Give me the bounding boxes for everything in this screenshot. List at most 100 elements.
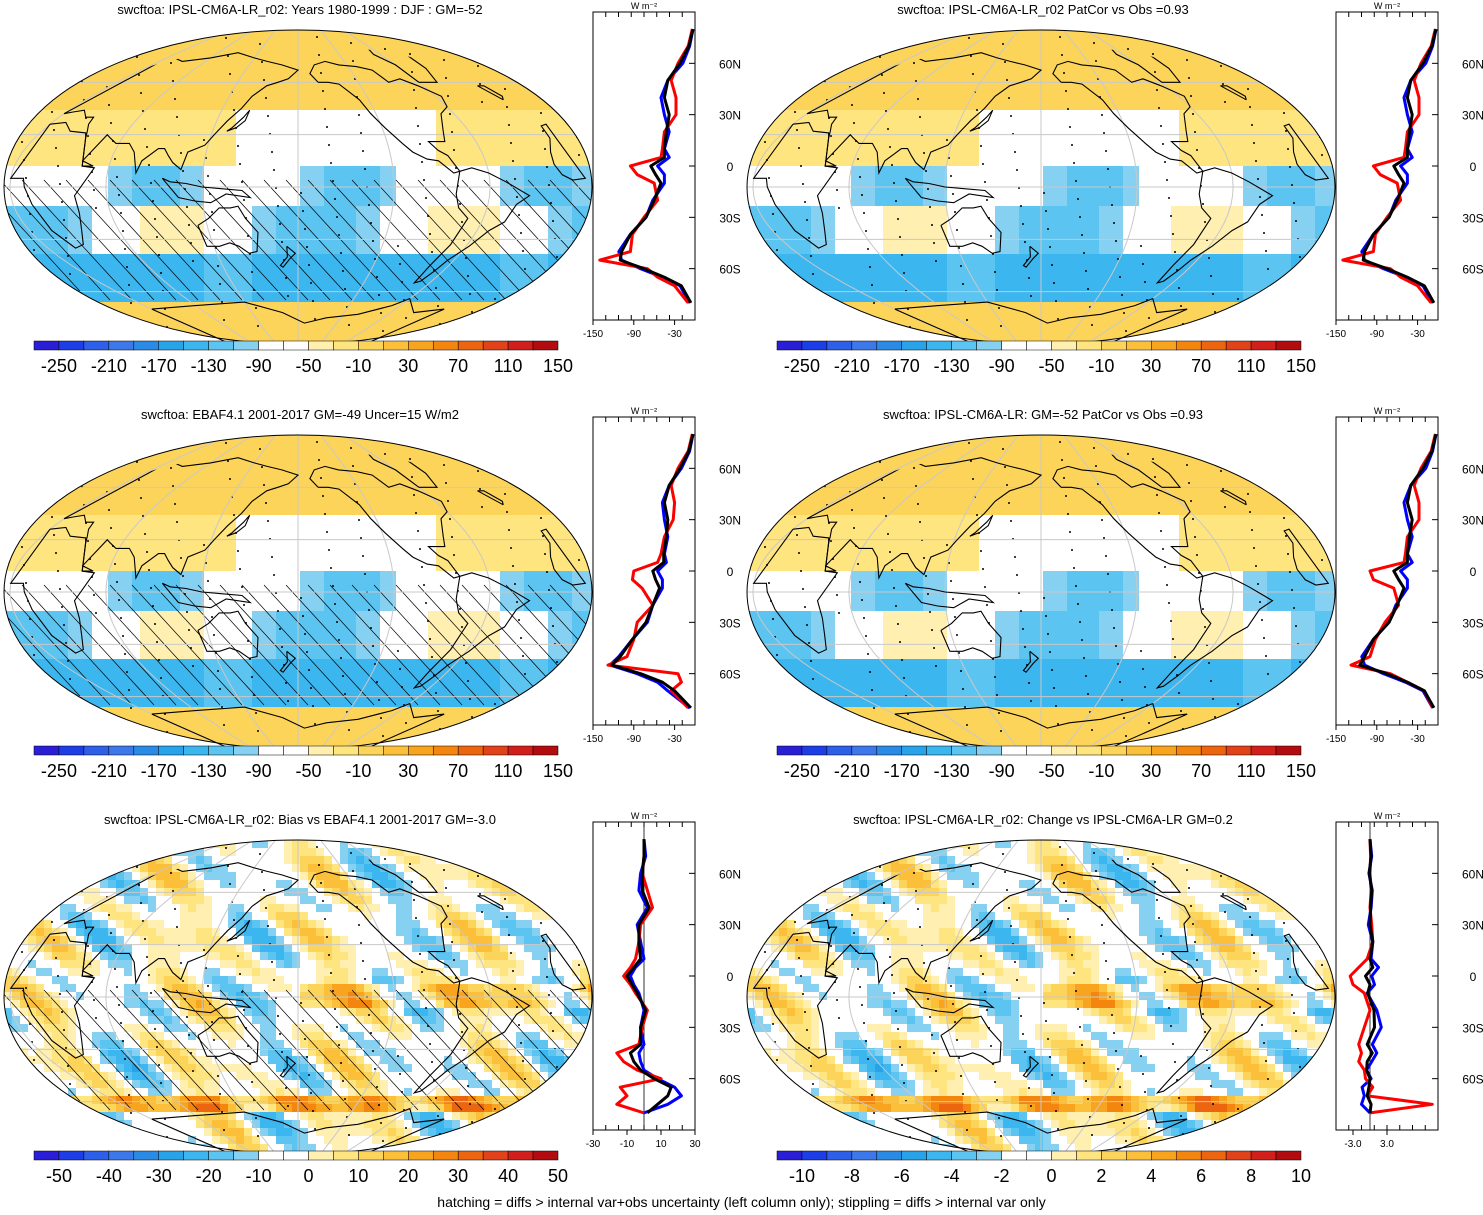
coastline [540, 933, 587, 991]
colorbar-label: -170 [141, 761, 177, 781]
colorbar-swatch [1101, 340, 1127, 351]
graticule [4, 30, 592, 344]
colorbar-label: -10 [1088, 356, 1114, 376]
colorbar-swatch [358, 1150, 384, 1161]
profile-lat-label: 60N [1462, 57, 1483, 71]
colorbar-label: -250 [41, 356, 77, 376]
colorbar-swatch [333, 1150, 359, 1161]
colorbar-label: -90 [246, 761, 272, 781]
colorbar-swatch [926, 340, 952, 351]
profile-x-tick-label: -30 [586, 1139, 601, 1150]
profile-lat-label: 60N [719, 57, 741, 71]
colorbar-swatch [801, 340, 828, 351]
colorbar: -250 -210 -170 -130 -90 -50 -10 30 70 110 150 [776, 745, 1316, 781]
profile-lat-label: 30S [719, 211, 740, 225]
profile-x-tick-label: -90 [1370, 329, 1385, 340]
colorbar-swatch [432, 1150, 459, 1161]
colorbar-label: 30 [448, 1166, 468, 1186]
colorbar-swatch [1250, 1150, 1277, 1161]
colorbar-swatch [457, 340, 484, 351]
panel-title: swcftoa: IPSL-CM6A-LR_r02: Bias vs EBAF4… [0, 812, 600, 827]
profile-x-tick-label: -30 [1410, 734, 1425, 745]
coastline [309, 870, 461, 984]
colorbar-swatch [33, 1150, 60, 1161]
colorbar-swatch [383, 745, 409, 756]
coastline [1109, 450, 1182, 488]
profile-lat-label: 60N [719, 462, 741, 476]
colorbar-swatch [108, 340, 135, 351]
figure-svg: -250 -210 -170 -130 -90 -50 -10 30 70 110 150 W m⁻²… [746, 406, 1483, 781]
colorbar-swatch [951, 1150, 977, 1161]
colorbar-swatch [1126, 1150, 1152, 1161]
colorbar-label: -130 [191, 761, 227, 781]
colorbar-swatch [408, 340, 434, 351]
colorbar-swatch [383, 1150, 409, 1161]
map-group [746, 29, 1336, 345]
colorbar-swatch [408, 1150, 434, 1161]
colorbar-swatch [258, 340, 284, 351]
coastline [540, 123, 587, 181]
colorbar-swatch [826, 1150, 853, 1161]
colorbar-swatch [507, 1150, 534, 1161]
profile-line-obs [598, 28, 694, 304]
coastline [1155, 167, 1274, 284]
colorbar-swatch [1175, 745, 1202, 756]
panel-title: swcftoa: IPSL-CM6A-LR: GM=-52 PatCor vs … [743, 407, 1343, 422]
coastline [477, 85, 504, 101]
colorbar-swatch [358, 340, 384, 351]
panel-bias: swcftoa: IPSL-CM6A-LR_r02: Bias vs EBAF4… [0, 810, 741, 1215]
coastline [806, 52, 1043, 176]
coastline [1022, 245, 1040, 268]
colorbar-swatch [258, 1150, 284, 1161]
colorbar-swatch [532, 1150, 559, 1161]
profile-x-tick-label: -90 [627, 329, 642, 340]
continent-outlines [9, 45, 587, 345]
colorbar-swatch [283, 340, 309, 351]
continent-outlines [752, 45, 1330, 345]
profile-x-tick-label: 10 [655, 1139, 667, 1150]
zonal-profile: W m⁻² -150 -90 -30 60N 30N 0 30S 60S [583, 406, 741, 745]
colorbar-swatch [1275, 340, 1302, 351]
colorbar-label: -6 [894, 1166, 910, 1186]
colorbar-label: 6 [1196, 1166, 1206, 1186]
coastline [969, 514, 994, 537]
colorbar-label: -130 [191, 356, 227, 376]
colorbar-swatch [158, 745, 184, 756]
coastline [279, 650, 297, 673]
colorbar-swatch [233, 340, 259, 351]
graticule [4, 840, 592, 1154]
colorbar-swatch [1001, 340, 1027, 351]
profile-lat-label: 0 [1470, 565, 1477, 579]
continent-outlines [752, 855, 1330, 1155]
colorbar-label: 150 [543, 761, 573, 781]
colorbar-swatch [158, 1150, 184, 1161]
colorbar-swatch [1051, 340, 1077, 351]
graticule [747, 840, 1335, 1154]
colorbar-label: 150 [1286, 356, 1316, 376]
colorbar-label: 110 [494, 356, 523, 376]
coastline [1109, 855, 1182, 893]
colorbar-swatch [532, 745, 559, 756]
colorbar-label: 0 [303, 1166, 313, 1186]
panel-model-djf: swcftoa: IPSL-CM6A-LR_r02: Years 1980-19… [0, 0, 741, 405]
profile-x-tick-label: -90 [627, 734, 642, 745]
profile-lat-label: 30S [1462, 616, 1483, 630]
colorbar-swatch [1250, 745, 1277, 756]
colorbar-swatch [976, 1150, 1002, 1161]
colorbar-swatch [532, 340, 559, 351]
colorbar-label: 70 [448, 356, 468, 376]
colorbar-label: -50 [1038, 356, 1064, 376]
colorbar-swatch [1026, 745, 1052, 756]
colorbar-label: -250 [784, 761, 820, 781]
colorbar-label: -40 [96, 1166, 122, 1186]
profile-x-tick-label: -3.0 [1344, 1139, 1362, 1150]
profile-lat-label: 30N [719, 109, 741, 123]
colorbar-swatch [83, 340, 110, 351]
colorbar-swatch [457, 745, 484, 756]
profile-units: W m⁻² [631, 406, 657, 416]
coastline [1052, 870, 1204, 984]
coastline [940, 205, 1002, 254]
colorbar-swatch [1001, 745, 1027, 756]
coastline [806, 457, 1043, 581]
colorbar-label: -10 [345, 356, 371, 376]
